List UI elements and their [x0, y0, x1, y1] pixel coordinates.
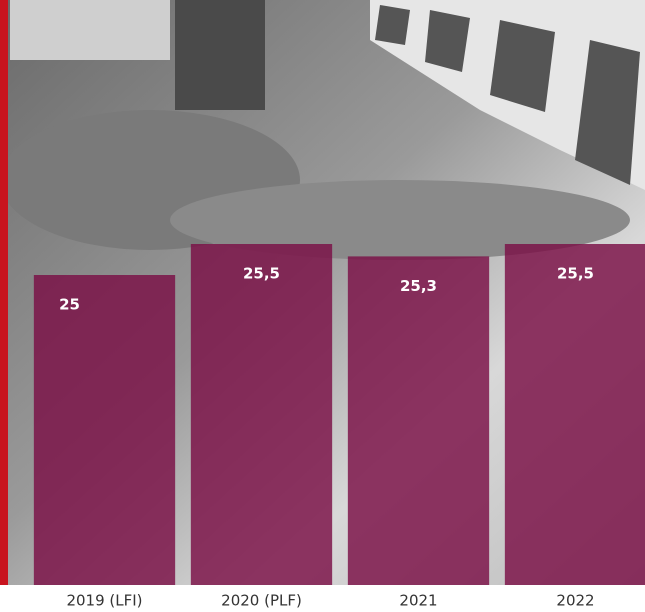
chart: 2019 (LFI) 25 2020 (PLF) 25,5 2021 25,3 2022 25… — [0, 0, 645, 612]
x-tick-label: 2021 — [399, 592, 437, 610]
bar — [505, 244, 645, 585]
page: 2019 (LFI) 25 2020 (PLF) 25,5 2021 25,3 2022 25… — [0, 0, 645, 612]
x-tick-label: 2019 (LFI) — [66, 592, 142, 610]
value-label: 25,5 — [243, 265, 280, 283]
bar — [348, 256, 489, 585]
x-tick-label: 2022 — [556, 592, 594, 610]
value-label: 25,3 — [400, 277, 437, 295]
bar — [191, 244, 332, 585]
value-label: 25,5 — [557, 265, 594, 283]
bar — [34, 275, 175, 585]
x-tick-label: 2020 (PLF) — [221, 592, 302, 610]
value-label: 25 — [59, 296, 80, 314]
